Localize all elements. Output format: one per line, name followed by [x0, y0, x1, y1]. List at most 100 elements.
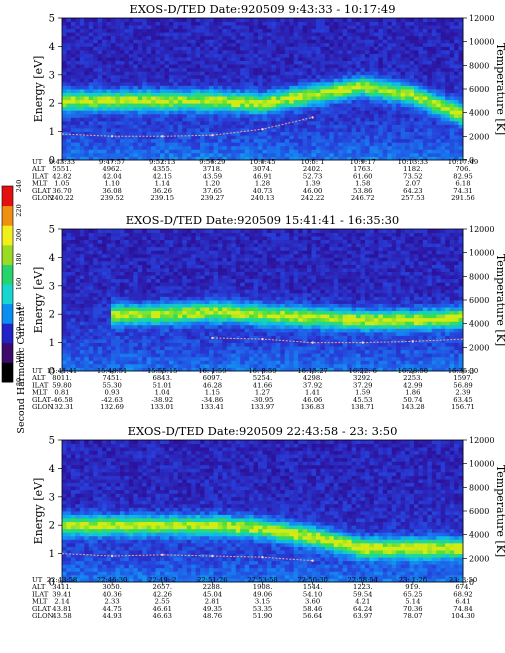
heatmap-cell	[62, 346, 67, 350]
heatmap-cell	[432, 132, 437, 136]
heatmap-cell	[307, 36, 312, 40]
heatmap-cell	[164, 275, 169, 279]
heatmap-cell	[401, 114, 406, 118]
heatmap-cell	[80, 279, 85, 283]
heatmap-cell	[338, 125, 343, 129]
heatmap-cell	[316, 139, 321, 143]
heatmap-cell	[213, 103, 218, 107]
heatmap-cell	[164, 142, 169, 146]
heatmap-cell	[164, 121, 169, 125]
heatmap-cell	[258, 78, 263, 82]
heatmap-cell	[213, 110, 218, 114]
heatmap-cell	[120, 132, 125, 136]
heatmap-cell	[410, 93, 415, 97]
heatmap-cell	[338, 153, 343, 157]
heatmap-cell	[213, 75, 218, 79]
heatmap-cell	[164, 103, 169, 107]
heatmap-cell	[115, 85, 120, 89]
heatmap-cell	[334, 89, 339, 93]
heatmap-cell	[222, 36, 227, 40]
heatmap-cell	[338, 135, 343, 139]
heatmap-cell	[374, 22, 379, 26]
heatmap-cell	[84, 296, 89, 300]
heatmap-cell	[71, 229, 76, 233]
heatmap-cell	[410, 142, 415, 146]
heatmap-cell	[334, 57, 339, 61]
heatmap-cell	[129, 57, 134, 61]
heatmap-cell	[276, 78, 281, 82]
heatmap-cell	[418, 121, 423, 125]
heatmap-cell	[245, 121, 250, 125]
heatmap-cell	[120, 339, 125, 343]
heatmap-cell	[387, 43, 392, 47]
heatmap-cell	[75, 146, 80, 150]
heatmap-cell	[254, 18, 259, 22]
heatmap-cell	[414, 107, 419, 111]
heatmap-cell	[182, 304, 187, 308]
heatmap-cell	[142, 272, 147, 276]
heatmap-cell	[138, 125, 143, 129]
heatmap-cell	[236, 71, 241, 75]
heatmap-cell	[156, 257, 161, 261]
heatmap-cell	[138, 250, 143, 254]
table-cell: 239.15	[150, 194, 174, 202]
heatmap-cell	[124, 289, 129, 293]
heatmap-cell	[187, 153, 192, 157]
heatmap-cell	[75, 250, 80, 254]
heatmap-cell	[129, 153, 134, 157]
heatmap-cell	[178, 332, 183, 336]
heatmap-cell	[320, 25, 325, 29]
heatmap-cell	[80, 78, 85, 82]
heatmap-cell	[289, 39, 294, 43]
heatmap-cell	[142, 304, 147, 308]
heatmap-cell	[276, 68, 281, 72]
heatmap-cell	[218, 36, 223, 40]
heatmap-cell	[334, 85, 339, 89]
heatmap-cell	[62, 103, 67, 107]
heatmap-cell	[196, 311, 201, 315]
heatmap-cell	[142, 240, 147, 244]
heatmap-cell	[160, 61, 165, 65]
heatmap-cell	[147, 350, 152, 354]
heatmap-cell	[325, 89, 330, 93]
heatmap-cell	[196, 142, 201, 146]
heatmap-cell	[93, 110, 98, 114]
heatmap-cell	[111, 229, 116, 233]
heatmap-cell	[89, 265, 94, 269]
heatmap-cell	[129, 353, 134, 357]
heatmap-cell	[445, 135, 450, 139]
heatmap-cell	[187, 128, 192, 132]
heatmap-cell	[142, 275, 147, 279]
heatmap-cell	[383, 39, 388, 43]
heatmap-cell	[316, 121, 321, 125]
heatmap-cell	[187, 300, 192, 304]
heatmap-cell	[169, 25, 174, 29]
heatmap-cell	[423, 121, 428, 125]
heatmap-cell	[365, 107, 370, 111]
heatmap-cell	[387, 153, 392, 157]
heatmap-cell	[285, 54, 290, 58]
heatmap-cell	[89, 18, 94, 22]
heatmap-cell	[89, 149, 94, 153]
heatmap-cell	[164, 93, 169, 97]
heatmap-cell	[418, 103, 423, 107]
heatmap-cell	[338, 61, 343, 65]
heatmap-cell	[303, 142, 308, 146]
heatmap-cell	[182, 32, 187, 36]
heatmap-cell	[182, 107, 187, 111]
heatmap-cell	[418, 142, 423, 146]
heatmap-cell	[111, 350, 116, 354]
heatmap-cell	[254, 103, 259, 107]
heatmap-cell	[71, 71, 76, 75]
heatmap-cell	[142, 85, 147, 89]
heatmap-cell	[160, 75, 165, 79]
heatmap-cell	[182, 29, 187, 33]
heatmap-cell	[294, 89, 299, 93]
heatmap-cell	[120, 289, 125, 293]
heatmap-cell	[249, 39, 254, 43]
heatmap-cell	[187, 261, 192, 265]
heatmap-cell	[115, 110, 120, 114]
heatmap-cell	[258, 117, 263, 121]
heatmap-cell	[352, 82, 357, 86]
heatmap-cell	[285, 149, 290, 153]
